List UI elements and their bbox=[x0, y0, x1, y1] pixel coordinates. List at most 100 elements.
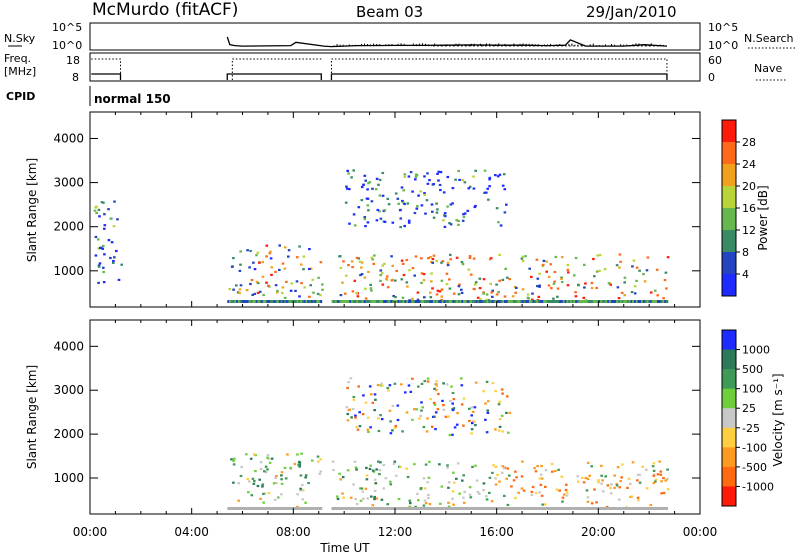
echo-cell bbox=[472, 410, 475, 413]
echo-cell bbox=[302, 507, 305, 510]
echo-cell bbox=[446, 261, 450, 264]
echo-cell bbox=[437, 170, 441, 173]
echo-cell bbox=[236, 300, 239, 303]
echo-cell bbox=[94, 254, 98, 257]
echo-cell bbox=[427, 300, 430, 303]
echo-cell bbox=[659, 470, 663, 473]
echo-cell bbox=[373, 409, 376, 412]
echo-cell bbox=[592, 507, 596, 510]
echo-cell bbox=[574, 256, 578, 260]
echo-cell bbox=[419, 190, 422, 193]
echo-cell bbox=[363, 218, 367, 221]
echo-cell bbox=[379, 461, 382, 464]
x-tick-label: 16:00 bbox=[479, 525, 514, 539]
echo-cell bbox=[366, 428, 370, 431]
echo-cell bbox=[666, 488, 670, 491]
nave-label: Nave bbox=[754, 62, 782, 75]
echo-cell bbox=[662, 507, 665, 510]
beam-title: Beam 03 bbox=[356, 3, 423, 21]
echo-cell bbox=[245, 300, 248, 303]
echo-cell bbox=[662, 491, 666, 495]
echo-cell bbox=[426, 182, 430, 185]
echo-cell bbox=[305, 507, 308, 510]
echo-cell bbox=[616, 286, 620, 289]
echo-cell bbox=[405, 258, 409, 262]
echo-cell bbox=[381, 300, 384, 303]
echo-cell bbox=[456, 462, 460, 465]
echo-cell bbox=[347, 507, 350, 510]
echo-cell bbox=[450, 300, 454, 303]
echo-cell bbox=[405, 281, 409, 284]
echo-cell bbox=[636, 473, 640, 476]
echo-cell bbox=[488, 258, 492, 261]
echo-cell bbox=[395, 507, 398, 510]
echo-cell bbox=[245, 507, 248, 510]
echo-cell bbox=[600, 464, 603, 467]
echo-cell bbox=[384, 300, 388, 303]
echo-cell bbox=[243, 507, 246, 510]
echo-cell bbox=[564, 488, 568, 492]
echo-cell bbox=[506, 467, 510, 470]
echo-cell bbox=[429, 296, 433, 299]
echo-cell bbox=[502, 300, 505, 303]
echo-cell bbox=[457, 293, 461, 296]
echo-cell bbox=[413, 274, 416, 277]
echo-cell bbox=[482, 300, 486, 303]
echo-cell bbox=[381, 264, 384, 267]
echo-cell bbox=[394, 425, 398, 428]
echo-cell bbox=[427, 496, 430, 500]
x-tick-label: 20:00 bbox=[581, 525, 616, 539]
colorbar-tick-label: 100 bbox=[742, 383, 763, 396]
echo-cell bbox=[268, 461, 272, 464]
echo-cell bbox=[380, 382, 383, 385]
echo-cell bbox=[464, 507, 468, 510]
echo-cell bbox=[653, 289, 657, 292]
echo-cell bbox=[397, 498, 401, 501]
echo-cell bbox=[455, 477, 458, 480]
echo-cell bbox=[267, 492, 271, 495]
echo-cell bbox=[342, 496, 345, 499]
echo-cell bbox=[415, 300, 418, 303]
echo-cell bbox=[486, 300, 489, 303]
echo-cell bbox=[364, 487, 368, 490]
echo-cell bbox=[300, 507, 303, 510]
echo-cell bbox=[381, 171, 385, 175]
echo-cell bbox=[665, 507, 669, 510]
echo-cell bbox=[358, 300, 361, 303]
echo-cell bbox=[435, 202, 438, 205]
echo-cell bbox=[623, 276, 627, 279]
echo-cell bbox=[296, 256, 299, 259]
echo-cell bbox=[347, 300, 350, 303]
echo-cell bbox=[94, 235, 98, 239]
echo-cell bbox=[636, 496, 640, 499]
echo-cell bbox=[377, 183, 380, 186]
echo-cell bbox=[303, 300, 307, 303]
echo-cell bbox=[554, 469, 557, 473]
echo-cell bbox=[238, 292, 241, 295]
echo-cell bbox=[491, 382, 495, 385]
echo-cell bbox=[426, 417, 429, 420]
echo-cell bbox=[422, 504, 426, 507]
echo-cell bbox=[564, 507, 567, 510]
echo-cell bbox=[270, 507, 273, 510]
echo-cell bbox=[255, 280, 259, 283]
noise-tick-top: 10^5 bbox=[52, 21, 82, 34]
echo-cell bbox=[439, 171, 443, 174]
echo-cell bbox=[482, 489, 485, 492]
echo-cell bbox=[440, 288, 444, 291]
echo-cell bbox=[296, 493, 299, 496]
echo-cell bbox=[517, 491, 520, 494]
echo-cell bbox=[609, 487, 612, 490]
echo-cell bbox=[528, 300, 532, 303]
echo-cell bbox=[268, 252, 272, 255]
echo-cell bbox=[474, 281, 478, 284]
echo-cell bbox=[253, 268, 257, 271]
echo-cell bbox=[413, 300, 416, 303]
echo-cell bbox=[354, 414, 357, 417]
echo-cell bbox=[466, 507, 470, 510]
echo-cell bbox=[469, 496, 473, 499]
echo-cell bbox=[284, 507, 287, 510]
echo-cell bbox=[351, 407, 355, 411]
echo-cell bbox=[413, 507, 416, 510]
